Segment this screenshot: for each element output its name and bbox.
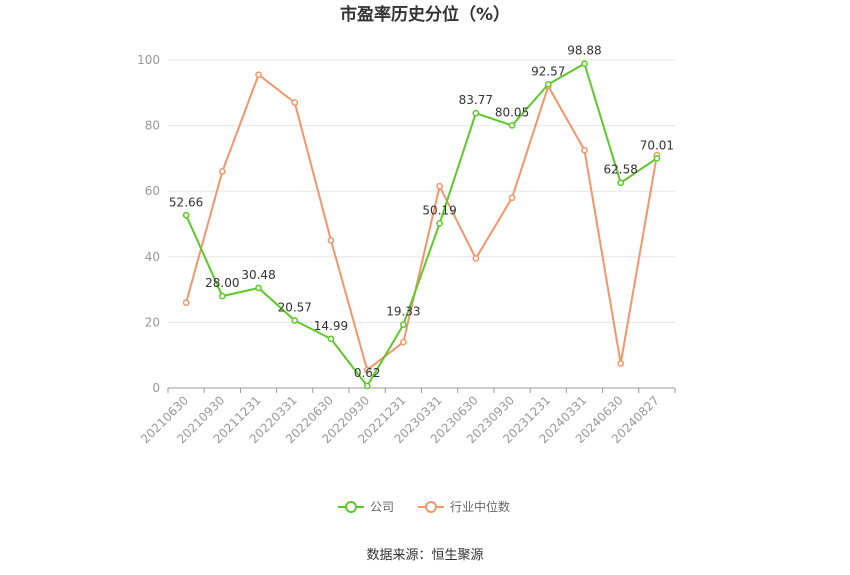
- series-layer: [182, 60, 661, 390]
- point-0: [400, 321, 407, 328]
- point-0: [617, 179, 625, 187]
- y-tick-label: 20: [145, 315, 160, 329]
- point-1: [617, 360, 625, 367]
- point-0: [218, 292, 226, 300]
- data-label: 98.88: [567, 44, 601, 58]
- point-1: [291, 99, 299, 106]
- point-0: [472, 109, 480, 117]
- point-1: [581, 146, 588, 154]
- point-0: [182, 211, 190, 219]
- point-1: [400, 338, 407, 346]
- y-tick-label: 40: [145, 250, 160, 264]
- legend-label: 公司: [370, 500, 394, 514]
- legend-marker: [345, 501, 357, 513]
- point-0: [363, 382, 371, 390]
- data-label: 30.48: [241, 268, 275, 282]
- source-note: 数据来源：恒生聚源: [366, 548, 483, 563]
- y-tick-label: 0: [152, 381, 160, 395]
- point-1: [363, 366, 371, 374]
- point-1: [472, 255, 480, 262]
- data-label: 50.19: [422, 203, 456, 217]
- data-label: 52.66: [169, 195, 203, 209]
- legend-label: 行业中位数: [450, 499, 510, 514]
- legend: 公司 行业中位数: [338, 499, 510, 514]
- point-1: [255, 71, 262, 79]
- point-0: [544, 81, 552, 88]
- chart-title: 市盈率历史分位（%）: [340, 4, 510, 25]
- x-axis: 2021063020210930202112312022033120220630…: [138, 387, 676, 446]
- point-1: [182, 299, 190, 307]
- legend-marker: [425, 501, 437, 513]
- data-label: 83.77: [459, 93, 493, 107]
- grid: [168, 59, 675, 323]
- data-label: 19.33: [386, 305, 420, 319]
- point-1: [327, 237, 335, 244]
- point-0: [508, 122, 516, 129]
- point-0: [653, 155, 661, 162]
- data-label: 70.01: [640, 138, 674, 152]
- y-tick-label: 100: [137, 53, 160, 67]
- point-0: [581, 60, 588, 68]
- y-tick-label: 60: [145, 184, 160, 198]
- point-0: [291, 317, 299, 324]
- point-1: [218, 168, 226, 175]
- point-0: [436, 220, 443, 227]
- data-label: 20.57: [278, 301, 312, 315]
- data-label: 0.62: [354, 366, 381, 380]
- y-axis: 0 20 40 60 80 100: [137, 53, 160, 395]
- data-label: 28.00: [205, 276, 239, 290]
- point-1: [436, 182, 443, 190]
- point-0: [255, 284, 262, 292]
- point-0: [327, 335, 335, 343]
- y-tick-label: 80: [145, 119, 160, 133]
- series-line-0: [185, 62, 658, 387]
- data-label: 92.57: [531, 64, 565, 78]
- series-line-1: [185, 73, 658, 371]
- data-label: 14.99: [314, 319, 348, 333]
- point-1: [508, 194, 516, 202]
- data-label: 80.05: [495, 105, 529, 119]
- data-label: 62.58: [603, 163, 637, 177]
